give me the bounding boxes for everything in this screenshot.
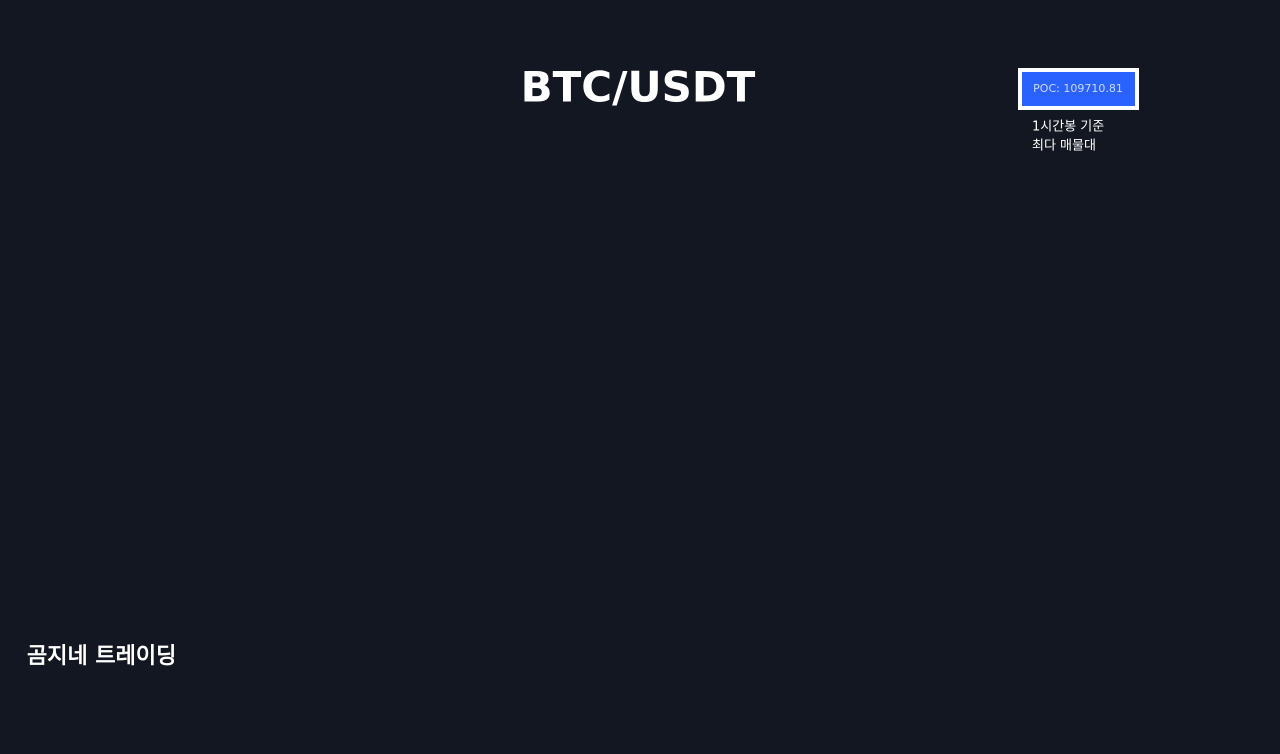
poc-label: POC: 109710.81 — [1033, 82, 1123, 95]
watermark: 곰지네 트레이딩 — [27, 644, 176, 669]
overlay: BTC/USDT 곰지네 트레이딩 POC: 109710.81 1시간봉 기준… — [27, 63, 1139, 669]
poc-box — [1018, 68, 1139, 110]
chart-title: BTC/USDT — [521, 63, 756, 112]
poc-note: 최다 매물대 — [1032, 139, 1096, 154]
poc-note: 1시간봉 기준 — [1032, 120, 1104, 135]
